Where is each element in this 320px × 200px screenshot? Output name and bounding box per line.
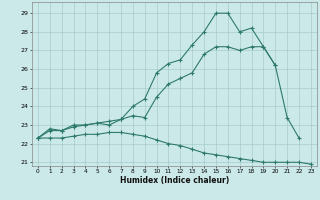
X-axis label: Humidex (Indice chaleur): Humidex (Indice chaleur) <box>120 176 229 185</box>
